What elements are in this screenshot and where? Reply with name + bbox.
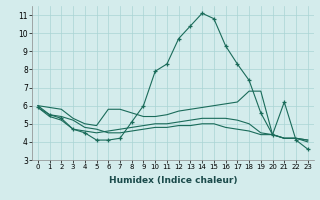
X-axis label: Humidex (Indice chaleur): Humidex (Indice chaleur) (108, 176, 237, 185)
